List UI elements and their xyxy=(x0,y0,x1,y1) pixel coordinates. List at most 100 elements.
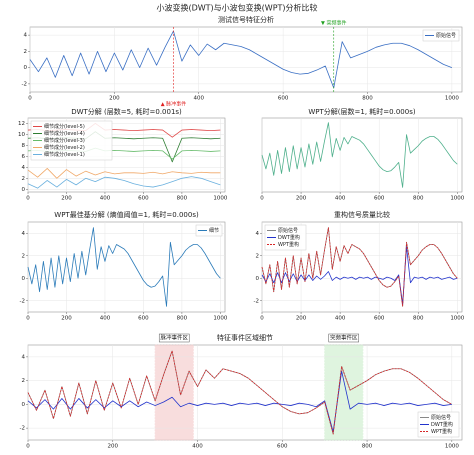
y-tick-label: 2 xyxy=(256,253,260,259)
region-label-box xyxy=(158,333,190,343)
legend-label: 细节成分(level-1) xyxy=(44,151,85,158)
x-tick-label: 600 xyxy=(138,196,149,202)
x-tick-label: 400 xyxy=(335,316,346,322)
series-line xyxy=(27,176,221,189)
y-tick-label: -2 xyxy=(254,298,259,304)
legend-label: 细节成分(level-3) xyxy=(44,137,85,144)
y-tick-label: 0 xyxy=(24,65,28,71)
x-tick-label: 0 xyxy=(260,316,264,322)
plot-area xyxy=(27,344,463,441)
y-tick-label: 2 xyxy=(22,378,26,384)
y-tick-label: -2 xyxy=(20,426,25,432)
legend-box xyxy=(195,224,223,237)
x-tick-label: 800 xyxy=(413,316,424,322)
y-tick-label: -2 xyxy=(20,298,25,304)
y-tick-label: 0 xyxy=(22,276,26,282)
series-line xyxy=(261,227,458,307)
legend-label: DWT重构 xyxy=(431,421,453,428)
x-tick-label: 600 xyxy=(138,316,149,322)
event-region xyxy=(324,344,364,441)
legend-label: 原始信号 xyxy=(278,227,298,234)
x-tick-label: 0 xyxy=(26,196,30,202)
chart-title: WPT分解(层数=1, 耗时=0.000s) xyxy=(308,107,415,116)
legend-label: WPT重构 xyxy=(431,428,452,435)
y-tick-label: 8 xyxy=(22,143,26,149)
legend-label: 细节 xyxy=(209,227,219,234)
x-tick-label: 1000 xyxy=(445,96,459,102)
x-tick-label: 200 xyxy=(61,196,72,202)
x-tick-label: 1000 xyxy=(445,444,459,450)
x-tick-label: 0 xyxy=(26,316,30,322)
x-tick-label: 600 xyxy=(374,316,385,322)
legend-label: 细节成分(level-5) xyxy=(44,123,85,130)
legend-label: 细节成分(level-4) xyxy=(44,130,85,137)
legend-box xyxy=(30,120,113,161)
y-tick-label: 4 xyxy=(22,354,26,360)
x-tick-label: 0 xyxy=(26,444,30,450)
y-tick-label: 4 xyxy=(22,231,26,237)
series-line xyxy=(261,246,458,305)
x-tick-label: 0 xyxy=(260,196,264,202)
y-tick-label: 10 xyxy=(18,132,25,138)
y-tick-label: -2 xyxy=(22,81,27,87)
x-tick-label: 600 xyxy=(374,196,385,202)
y-tick-label: 2 xyxy=(22,176,26,182)
series-line xyxy=(29,30,453,89)
x-tick-label: 1000 xyxy=(450,196,464,202)
y-tick-label: 0 xyxy=(256,276,260,282)
x-tick-label: 400 xyxy=(194,96,205,102)
x-tick-label: 800 xyxy=(362,96,373,102)
x-tick-label: 200 xyxy=(61,316,72,322)
x-tick-label: 800 xyxy=(177,316,188,322)
y-tick-label: 4 xyxy=(24,33,28,39)
x-tick-label: 800 xyxy=(362,444,373,450)
series-line xyxy=(27,350,453,435)
chart-title: 测试信号特征分析 xyxy=(218,15,274,24)
y-tick-label: 2 xyxy=(22,253,26,259)
x-tick-label: 800 xyxy=(413,196,424,202)
y-tick-label: 4 xyxy=(256,231,260,237)
x-tick-label: 200 xyxy=(296,316,307,322)
y-tick-label: 0 xyxy=(22,187,26,193)
x-tick-label: 400 xyxy=(335,196,346,202)
x-tick-label: 200 xyxy=(109,96,120,102)
region-label-box xyxy=(328,333,360,343)
y-tick-label: 2 xyxy=(24,49,28,55)
event-region xyxy=(154,344,194,441)
x-tick-label: 400 xyxy=(100,196,111,202)
x-tick-label: 600 xyxy=(278,96,289,102)
x-tick-label: 1000 xyxy=(450,316,464,322)
figure-title: 小波变换(DWT)与小波包变换(WPT)分析比较 xyxy=(156,3,317,13)
series-line xyxy=(27,168,221,179)
y-tick-label: 0 xyxy=(22,402,26,408)
region-label: 脉冲事件区 xyxy=(160,334,188,342)
legend-label: WPT重构 xyxy=(278,241,299,248)
x-tick-label: 400 xyxy=(100,316,111,322)
y-tick-label: 12 xyxy=(18,121,25,127)
x-tick-label: 0 xyxy=(28,96,32,102)
x-tick-label: 1000 xyxy=(213,196,227,202)
chart-title: DWT分解 (层数=5, 耗时=0.001s) xyxy=(71,107,182,116)
x-tick-label: 200 xyxy=(296,196,307,202)
series-line xyxy=(27,370,452,433)
region-label: 突频事件区 xyxy=(330,334,358,342)
y-tick-label: 4 xyxy=(22,165,26,171)
y-tick-label: 6 xyxy=(22,154,26,160)
plot-area xyxy=(29,26,463,93)
x-tick-label: 400 xyxy=(192,444,203,450)
chart-title: WPT最佳基分解 (熵值阈值=1, 耗时=0.000s) xyxy=(54,210,199,219)
x-tick-label: 600 xyxy=(277,444,288,450)
series-line xyxy=(261,122,458,188)
annotation: ▲ 脉冲事件 xyxy=(161,101,186,108)
annotation: ▼ 突频事件 xyxy=(321,20,346,27)
chart-title: 重构信号质量比较 xyxy=(334,210,390,219)
series-line xyxy=(27,227,221,307)
legend-label: 细节成分(level-2) xyxy=(44,144,85,151)
legend-label: 原始信号 xyxy=(436,32,456,39)
legend-box xyxy=(422,29,460,42)
x-tick-label: 800 xyxy=(177,196,188,202)
legend-label: 原始信号 xyxy=(431,414,451,421)
x-tick-label: 200 xyxy=(108,444,119,450)
chart-title: 特征事件区域细节 xyxy=(217,333,273,342)
